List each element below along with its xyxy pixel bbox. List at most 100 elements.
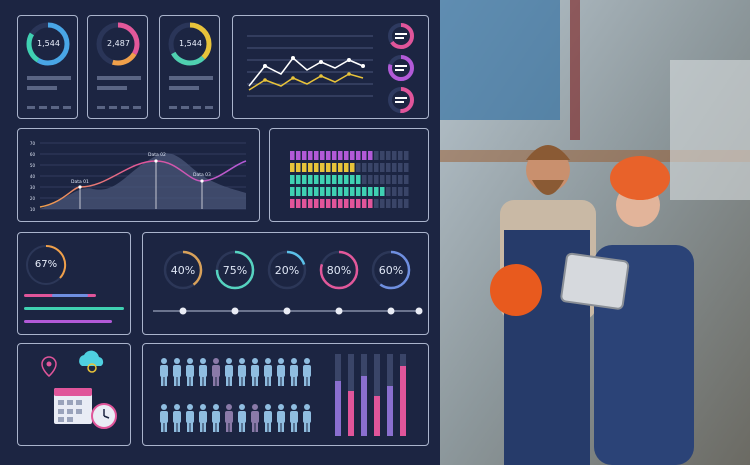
y-tick: 70: [30, 141, 36, 146]
y-tick: 20: [30, 196, 36, 201]
person-icon: [160, 358, 168, 386]
bar-track: [374, 354, 380, 436]
bar-segment: [374, 151, 379, 160]
person-icon: [173, 358, 181, 386]
bar-fill: [348, 391, 354, 436]
gauge-arc: [215, 250, 255, 290]
bar-segment: [380, 163, 385, 172]
y-tick: 50: [30, 163, 36, 168]
bar-segment: [368, 175, 373, 184]
bar-segment: [326, 151, 331, 160]
person-icon: [238, 404, 246, 432]
wave-chart-panel: 70 60 50 40 30 20 10 Data 01 Data 02 Dat…: [17, 128, 260, 222]
bar-segment: [338, 151, 343, 160]
bar-segment: [404, 187, 409, 196]
person-icon: [225, 358, 233, 386]
mini-donut: [388, 87, 414, 113]
tablet: [560, 252, 630, 310]
slider-node: [387, 307, 395, 315]
bar-segment: [296, 187, 301, 196]
bar-segment: [386, 175, 391, 184]
person-icon: [173, 404, 181, 432]
bar-fill: [335, 381, 341, 436]
gauge-value: 67%: [34, 259, 58, 270]
kpi-card-1: 1,544: [17, 15, 78, 119]
person-icon: [277, 404, 285, 432]
person-icon: [186, 358, 194, 386]
person-icon: [186, 404, 194, 432]
bar-segment: [362, 175, 367, 184]
person-icon: [251, 404, 259, 432]
slider-node: [179, 307, 187, 315]
bar-segment: [320, 151, 325, 160]
bar-segment: [404, 151, 409, 160]
bar-segment: [392, 187, 397, 196]
bar-segment: [320, 199, 325, 208]
cloud-gear-icon: [79, 350, 104, 373]
hard-hat: [490, 264, 542, 316]
person-icon: [212, 404, 220, 432]
bar-segment: [290, 187, 295, 196]
bar-segment: [344, 163, 349, 172]
bar-segment: [308, 187, 313, 196]
gauges-panel: 40% 75% 20% 80% 60%: [142, 232, 429, 335]
bar-segment: [338, 163, 343, 172]
data-label: Data 02: [148, 152, 166, 158]
wave-area: [40, 153, 246, 209]
bar-segment: [380, 199, 385, 208]
bar-segment: [350, 187, 355, 196]
bar-segment: [404, 175, 409, 184]
kpi-card-3: 1,544: [159, 15, 220, 119]
y-tick: 60: [30, 152, 36, 157]
bar-segment: [344, 199, 349, 208]
bar-fill: [374, 396, 380, 436]
data-label: Data 03: [193, 172, 211, 178]
ring-chart: [26, 22, 71, 109]
bar-segment: [326, 199, 331, 208]
gauge-arc: [163, 250, 203, 290]
bar-segment: [326, 187, 331, 196]
bar-segment: [374, 187, 379, 196]
bar-fill: [361, 376, 367, 436]
bar-segment: [302, 151, 307, 160]
kpi-value: 2,487: [107, 39, 130, 48]
slider-node: [283, 307, 291, 315]
bar-segment: [386, 199, 391, 208]
y-tick: 10: [30, 207, 36, 212]
bar-segment: [404, 163, 409, 172]
hard-hat: [610, 156, 670, 200]
bar-segment: [326, 175, 331, 184]
bar-segment: [386, 187, 391, 196]
bar-segment: [332, 199, 337, 208]
mini-donut: [388, 55, 414, 81]
bar-segment: [326, 163, 331, 172]
bar-segment: [368, 151, 373, 160]
series-line-white: [248, 56, 364, 87]
kpi-value: 1,544: [37, 39, 60, 48]
bar-segment: [380, 187, 385, 196]
bar-segment: [356, 151, 361, 160]
bar-segment: [302, 163, 307, 172]
bar-segment: [374, 199, 379, 208]
bar-segment: [368, 187, 373, 196]
bar-segment: [314, 151, 319, 160]
person-icon: [251, 358, 259, 386]
bar-segment: [314, 175, 319, 184]
bar-segment: [332, 175, 337, 184]
location-pin-icon: [41, 356, 57, 377]
bar-segment: [314, 163, 319, 172]
bar-segment: [314, 199, 319, 208]
bar-segment: [398, 151, 403, 160]
single-gauge-panel: 67%: [17, 232, 131, 335]
bar-segment: [368, 163, 373, 172]
kpi-card-2: 2,487: [87, 15, 148, 119]
bar-segment: [350, 163, 355, 172]
bar-segment: [398, 175, 403, 184]
bar-segment: [356, 187, 361, 196]
ring-chart: [96, 22, 141, 109]
bar-segment: [308, 199, 313, 208]
person-icon: [303, 404, 311, 432]
gauge-value: 75%: [223, 264, 247, 277]
line-chart-panel: [232, 15, 429, 119]
bar-segment: [290, 163, 295, 172]
